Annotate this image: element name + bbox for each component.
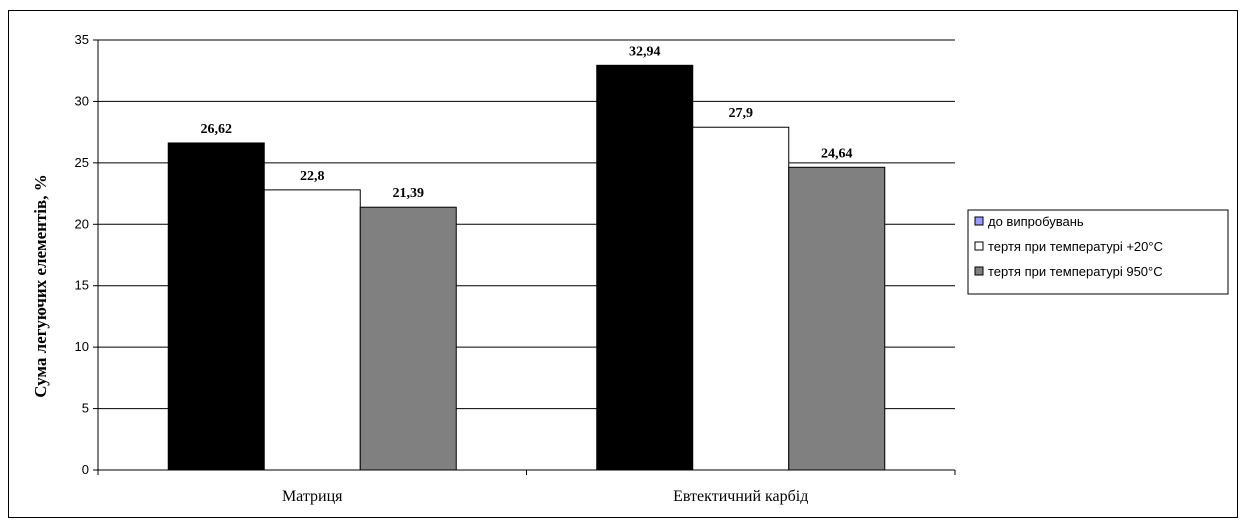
y-tick-label: 35	[75, 32, 89, 47]
legend-box	[967, 209, 1229, 295]
bar	[596, 64, 694, 471]
bar	[167, 142, 265, 471]
legend-swatch	[974, 216, 984, 226]
y-tick-label: 0	[82, 462, 89, 477]
bar	[692, 126, 790, 471]
y-tick-label: 20	[75, 216, 89, 231]
legend-label: тертя при температурі +20°С	[988, 239, 1163, 254]
y-tick-label: 5	[82, 401, 89, 416]
bar	[263, 189, 361, 471]
data-label: 32,94	[629, 44, 661, 59]
legend-swatch	[974, 241, 984, 251]
bar	[788, 166, 886, 471]
legend-label: до випробувань	[988, 214, 1084, 229]
data-label: 22,8	[300, 169, 325, 184]
legend-label: тертя при температурі 950°С	[988, 264, 1163, 279]
data-labels: 26,62 22,8 21,39 32,94 27,9 24,64	[201, 44, 853, 201]
bars	[167, 64, 886, 471]
data-label: 27,9	[729, 106, 754, 121]
bar	[359, 206, 457, 471]
category-label: Евтектичний карбід	[673, 488, 808, 505]
legend-swatch	[974, 266, 984, 276]
data-label: 26,62	[201, 122, 233, 137]
legend: до випробувань тертя при температурі +20°…	[967, 209, 1229, 295]
y-tick-label: 15	[75, 278, 89, 293]
data-label: 24,64	[821, 146, 853, 161]
data-label: 21,39	[393, 186, 425, 201]
category-label: Матриця	[282, 488, 343, 505]
y-axis-title: Сума легуючих елементів, %	[31, 174, 50, 397]
y-tick-label: 30	[75, 93, 89, 108]
axes: 0 5 10 15 20 25 30 35 Матриця Евтектичний карбід	[75, 32, 956, 505]
y-tick-label: 25	[75, 155, 89, 170]
y-tick-label: 10	[75, 339, 89, 354]
